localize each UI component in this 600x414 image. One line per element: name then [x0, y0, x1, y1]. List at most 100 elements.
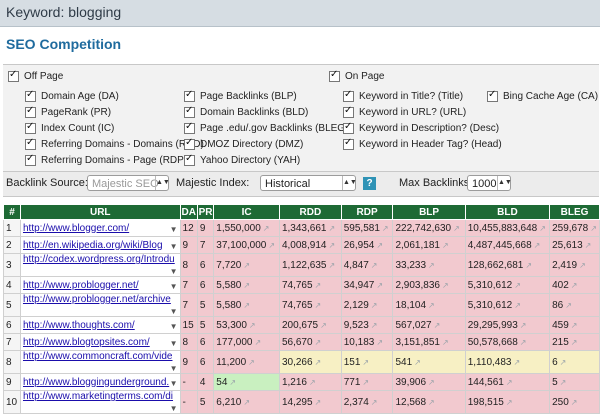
external-link-icon[interactable]: ↗: [243, 280, 251, 290]
external-link-icon[interactable]: ↗: [514, 280, 521, 290]
rdp-checkbox[interactable]: Referring Domains - Page (RDP): [25, 153, 187, 166]
external-link-icon[interactable]: ↗: [370, 300, 378, 310]
checkbox-box[interactable]: [25, 105, 36, 118]
external-link-icon[interactable]: ↗: [565, 300, 572, 310]
external-link-icon[interactable]: ↗: [441, 240, 449, 250]
external-link-icon[interactable]: ↗: [320, 320, 327, 330]
chevron-down-icon[interactable]: ▼: [169, 338, 178, 348]
checkbox-box[interactable]: [343, 121, 354, 134]
external-link-icon[interactable]: ↗: [362, 357, 370, 367]
max-backlinks-select[interactable]: 1000 ▲▼: [467, 175, 512, 191]
header-rdp[interactable]: RDP: [340, 204, 394, 220]
checkbox-box[interactable]: [343, 89, 354, 102]
external-link-icon[interactable]: ↗: [505, 397, 513, 407]
external-link-icon[interactable]: ↗: [570, 337, 578, 347]
external-link-icon[interactable]: ↗: [328, 260, 336, 270]
checkbox-box[interactable]: [343, 105, 354, 118]
backlink-source-select[interactable]: Majestic SEO ▲▼: [87, 175, 170, 191]
external-link-icon[interactable]: ↗: [243, 397, 251, 407]
external-link-icon[interactable]: ↗: [570, 280, 578, 290]
checkbox-box[interactable]: [184, 121, 195, 134]
url-link[interactable]: http://codex.wordpress.org/Introdu: [22, 254, 175, 266]
external-link-icon[interactable]: ↗: [513, 357, 521, 367]
external-link-icon[interactable]: ↗: [519, 337, 527, 347]
external-link-icon[interactable]: ↗: [414, 357, 421, 367]
pagerank-checkbox[interactable]: PageRank (PR): [25, 105, 111, 118]
checkbox-box[interactable]: [184, 89, 195, 102]
checkbox-box[interactable]: [25, 89, 36, 102]
off-page-checkbox[interactable]: Off Page: [8, 69, 63, 82]
external-link-icon[interactable]: ↗: [570, 320, 578, 330]
external-link-icon[interactable]: ↗: [539, 223, 546, 233]
external-link-icon[interactable]: ↗: [381, 223, 389, 233]
help-icon[interactable]: ?: [363, 177, 376, 190]
yahoo-checkbox[interactable]: Yahoo Directory (YAH): [184, 153, 300, 166]
blp-checkbox[interactable]: Page Backlinks (BLP): [184, 89, 297, 102]
url-link[interactable]: http://www.blogger.com/: [22, 222, 130, 234]
external-link-icon[interactable]: ↗: [314, 280, 322, 290]
external-link-icon[interactable]: ↗: [262, 223, 270, 233]
title-checkbox[interactable]: Keyword in Title? (Title): [343, 89, 463, 102]
external-link-icon[interactable]: ↗: [533, 240, 541, 250]
majestic-index-select[interactable]: Historical ▲▼: [260, 175, 357, 191]
header-number[interactable]: #: [3, 204, 21, 220]
checkbox-box[interactable]: [184, 105, 195, 118]
url-link[interactable]: http://www.thoughts.com/: [22, 319, 135, 331]
url-link[interactable]: http://www.marketingterms.com/di: [22, 391, 174, 403]
bing-cache-checkbox[interactable]: Bing Cache Age (CA): [487, 89, 598, 102]
external-link-icon[interactable]: ↗: [570, 397, 578, 407]
header-pr[interactable]: PR: [196, 204, 215, 220]
bld-checkbox[interactable]: Domain Backlinks (BLD): [184, 105, 308, 118]
external-link-icon[interactable]: ↗: [428, 377, 435, 387]
chevron-down-icon[interactable]: ▼: [169, 378, 178, 388]
url-link[interactable]: http://www.blogtopsites.com/: [22, 336, 150, 348]
chevron-down-icon[interactable]: ▼: [169, 321, 178, 331]
external-link-icon[interactable]: ↗: [433, 320, 441, 330]
external-link-icon[interactable]: ↗: [441, 280, 449, 290]
external-link-icon[interactable]: ↗: [376, 240, 384, 250]
checkbox-box[interactable]: [25, 153, 36, 166]
checkbox-box[interactable]: [329, 69, 340, 82]
external-link-icon[interactable]: ↗: [376, 280, 384, 290]
on-page-checkbox[interactable]: On Page: [329, 69, 384, 82]
header-da[interactable]: DA: [179, 204, 198, 220]
external-link-icon[interactable]: ↗: [328, 223, 336, 233]
url-checkbox[interactable]: Keyword in URL? (URL): [343, 105, 466, 118]
external-link-icon[interactable]: ↗: [362, 377, 370, 387]
external-link-icon[interactable]: ↗: [314, 357, 322, 367]
url-link[interactable]: http://www.problogger.net/: [22, 279, 139, 291]
external-link-icon[interactable]: ↗: [579, 260, 586, 270]
external-link-icon[interactable]: ↗: [370, 320, 378, 330]
chevron-down-icon[interactable]: ▼: [169, 241, 178, 251]
header-tag-checkbox[interactable]: Keyword in Header Tag? (Head): [343, 137, 502, 150]
external-link-icon[interactable]: ↗: [314, 397, 322, 407]
external-link-icon[interactable]: ↗: [243, 260, 251, 270]
checkbox-box[interactable]: [184, 137, 195, 150]
checkbox-box[interactable]: [343, 137, 354, 150]
external-link-icon[interactable]: ↗: [268, 240, 276, 250]
url-link[interactable]: http://www.bloggingunderground.: [22, 376, 170, 388]
external-link-icon[interactable]: ↗: [314, 337, 322, 347]
rdd-checkbox[interactable]: Referring Domains - Domains (RDD): [25, 137, 204, 150]
external-link-icon[interactable]: ↗: [441, 337, 449, 347]
external-link-icon[interactable]: ↗: [248, 357, 255, 367]
external-link-icon[interactable]: ↗: [453, 223, 460, 233]
chevron-down-icon[interactable]: ▼: [169, 364, 178, 373]
url-link[interactable]: http://www.commoncraft.com/vide: [22, 351, 173, 363]
external-link-icon[interactable]: ↗: [428, 260, 435, 270]
chevron-down-icon[interactable]: ▼: [169, 267, 178, 276]
checkbox-box[interactable]: [8, 69, 19, 82]
checkbox-box[interactable]: [25, 137, 36, 150]
chevron-down-icon[interactable]: ▼: [169, 281, 178, 291]
dmoz-checkbox[interactable]: DMOZ Directory (DMZ): [184, 137, 303, 150]
domain-age-checkbox[interactable]: Domain Age (DA): [25, 89, 119, 102]
external-link-icon[interactable]: ↗: [308, 377, 316, 387]
external-link-icon[interactable]: ↗: [328, 240, 336, 250]
header-blp[interactable]: BLP: [392, 204, 466, 220]
description-checkbox[interactable]: Keyword in Description? (Desc): [343, 121, 499, 134]
chevron-down-icon[interactable]: ▼: [169, 224, 178, 234]
index-count-checkbox[interactable]: Index Count (IC): [25, 121, 114, 134]
external-link-icon[interactable]: ↗: [559, 377, 567, 387]
external-link-icon[interactable]: ↗: [514, 300, 521, 310]
external-link-icon[interactable]: ↗: [428, 300, 435, 310]
